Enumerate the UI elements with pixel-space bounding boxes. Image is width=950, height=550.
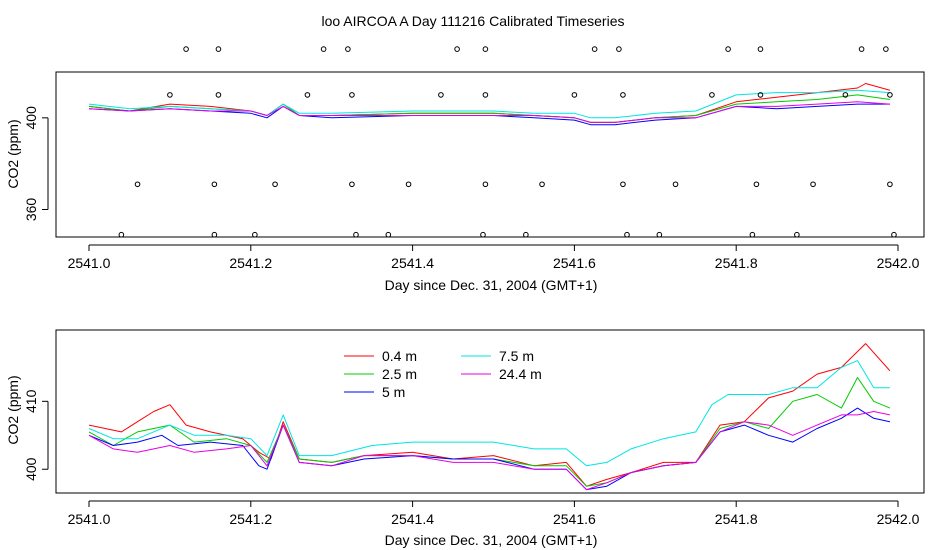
x-tick-label: 2541.2 [229, 255, 272, 271]
data-point [672, 181, 679, 188]
legend-label: 5 m [382, 384, 405, 400]
data-point [709, 92, 715, 98]
bottom-marks [88, 343, 891, 491]
top-marks [88, 46, 897, 238]
top-panel: CO2 (ppm) Day since Dec. 31, 2004 (GMT+1… [5, 46, 925, 293]
data-point [304, 92, 311, 98]
data-point [405, 181, 412, 188]
data-point [385, 231, 392, 238]
legend-label: 2.5 m [382, 366, 417, 382]
y-tick-label: 360 [23, 198, 39, 222]
top-plot-frame [55, 71, 925, 238]
data-point [320, 46, 327, 52]
data-point [571, 92, 578, 98]
legend-label: 0.4 m [382, 348, 417, 364]
data-point [272, 181, 278, 188]
bottom-y-axis-label: CO2 (ppm) [5, 375, 21, 444]
series-line [88, 411, 891, 491]
data-point [887, 181, 893, 188]
data-point [482, 46, 489, 52]
series-line [88, 343, 891, 487]
x-tick-label: 2541.8 [715, 511, 758, 527]
y-tick-label: 400 [23, 106, 39, 130]
data-point [616, 46, 622, 52]
data-point [252, 231, 258, 238]
data-point [891, 231, 897, 238]
x-tick-label: 2541.4 [391, 255, 434, 271]
data-point [215, 92, 222, 98]
data-point [215, 46, 222, 52]
data-point [887, 92, 893, 98]
data-point [438, 92, 444, 98]
series-line [88, 377, 891, 487]
data-point [349, 181, 355, 188]
series-line [88, 360, 890, 467]
legend-label: 24.4 m [499, 366, 542, 382]
series-line [88, 103, 890, 126]
x-tick-label: 2541.2 [229, 511, 272, 527]
data-point [794, 231, 800, 238]
data-point [523, 231, 529, 238]
data-point [620, 92, 626, 98]
data-point [842, 92, 849, 98]
data-point [482, 92, 489, 98]
data-point [454, 46, 460, 52]
figure-title: loo AIRCOA A Day 111216 Calibrated Times… [322, 13, 625, 29]
data-point [118, 231, 125, 238]
x-tick-label: 2542.0 [877, 511, 920, 527]
x-tick-label: 2541.8 [715, 255, 758, 271]
data-point [211, 181, 218, 188]
data-point [624, 231, 630, 238]
legend-label: 7.5 m [499, 348, 534, 364]
data-point [757, 46, 764, 52]
data-point [753, 181, 760, 188]
data-point [349, 92, 355, 98]
bottom-plot-frame [55, 329, 925, 494]
data-point [134, 181, 141, 188]
x-tick-label: 2541.4 [391, 511, 434, 527]
data-point [725, 46, 731, 52]
data-point [883, 46, 889, 52]
data-point [810, 181, 816, 188]
x-tick-label: 2541.0 [68, 255, 111, 271]
x-tick-label: 2542.0 [877, 255, 920, 271]
data-point [480, 231, 486, 238]
data-point [858, 46, 865, 52]
data-point [539, 181, 545, 188]
data-point [353, 231, 359, 238]
series-line [88, 101, 890, 123]
data-point [620, 181, 626, 188]
data-point [482, 181, 489, 188]
data-point [167, 92, 173, 98]
data-point [345, 46, 351, 52]
x-tick-label: 2541.6 [553, 255, 596, 271]
top-x-axis-label: Day since Dec. 31, 2004 (GMT+1) [385, 277, 598, 293]
data-point [183, 46, 189, 52]
y-tick-label: 400 [23, 457, 39, 481]
series-line [88, 89, 890, 119]
data-point [757, 92, 764, 98]
data-point [211, 231, 218, 238]
legend: 0.4 m 2.5 m 5 m 7.5 m 24.4 m [344, 348, 542, 400]
series-line [88, 83, 891, 123]
top-axes: 2541.0 2541.2 2541.4 2541.6 2541.8 2542.0 360 4… [23, 106, 920, 271]
bottom-panel: CO2 (ppm) Day since Dec. 31, 2004 (GMT+1… [5, 329, 925, 548]
x-tick-label: 2541.6 [553, 511, 596, 527]
data-point [749, 231, 756, 238]
data-point [656, 231, 663, 238]
x-tick-label: 2541.0 [68, 511, 111, 527]
series-line [88, 407, 891, 491]
bottom-x-axis-label: Day since Dec. 31, 2004 (GMT+1) [385, 532, 598, 548]
y-tick-label: 410 [23, 389, 39, 413]
top-y-axis-label: CO2 (ppm) [5, 119, 21, 188]
bottom-axes: 2541.0 2541.2 2541.4 2541.6 2541.8 2542.0 400 4… [23, 389, 920, 527]
data-point [591, 46, 598, 52]
